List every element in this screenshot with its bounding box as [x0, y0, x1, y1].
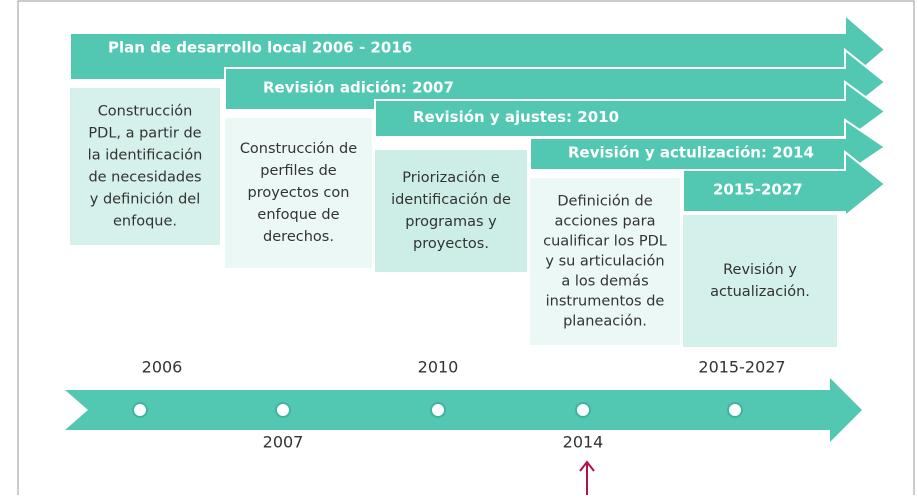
phase-text: Definición de [557, 194, 652, 210]
phase-text: perfiles de [260, 163, 337, 179]
timeline-year: 2007 [263, 433, 304, 452]
phase-arrow [529, 118, 887, 176]
phase-text: Construcción [98, 104, 193, 120]
phase-text: enfoque de [257, 207, 339, 223]
phase-box [683, 215, 837, 347]
timeline-dot [430, 402, 446, 418]
phase-label: Revisión y ajustes: 2010 [413, 108, 619, 126]
timeline-year: 2010 [418, 358, 459, 377]
phase-text: a los demás [561, 274, 648, 290]
timeline-dot [727, 402, 743, 418]
phase-arrow [374, 80, 887, 143]
phase-text: enfoque. [113, 214, 177, 230]
phase-label: Plan de desarrollo local 2006 - 2016 [108, 39, 412, 57]
phase-text: acciones para [555, 214, 656, 230]
timeline-arrow [65, 378, 862, 442]
timeline-dot [132, 402, 148, 418]
timeline-year: 2014 [563, 433, 604, 452]
phase-text: programas y [405, 214, 497, 230]
phase-text: Construcción de [240, 141, 357, 157]
phase-text: cualificar los PDL [543, 234, 667, 250]
timeline-dot [575, 402, 591, 418]
phase-text: planeación. [563, 314, 647, 330]
phase-text: de necesidades [88, 170, 201, 186]
phase-text: proyectos. [413, 236, 489, 252]
phase-text: proyectos con [248, 185, 350, 201]
phase-text: y su articulación [545, 254, 664, 270]
pointer-arrow-head [579, 460, 595, 472]
phase-box [375, 150, 527, 272]
phase-text: derechos. [263, 229, 334, 245]
phase-text: la identificación [88, 148, 203, 164]
phase-text: instrumentos de [546, 294, 665, 310]
timeline-year: 2015-2027 [698, 358, 785, 377]
phase-text: PDL, a partir de [88, 126, 201, 142]
phase-text: Priorización e [402, 170, 500, 186]
phase-label: 2015-2027 [713, 181, 803, 199]
phase-arrow [682, 149, 887, 219]
phase-box [70, 88, 220, 245]
timeline-dot [275, 402, 291, 418]
phase-label: Revisión adición: 2007 [263, 79, 454, 97]
phase-text: y definición del [90, 192, 201, 208]
phase-box [225, 118, 372, 268]
phase-text: identificación de [391, 192, 511, 208]
timeline-year: 2006 [142, 358, 183, 377]
phase-text: actualización. [710, 284, 810, 300]
phase-label: Revisión y actulización: 2014 [568, 144, 814, 162]
phase-text: Revisión y [723, 262, 797, 278]
phase-box [530, 178, 680, 345]
